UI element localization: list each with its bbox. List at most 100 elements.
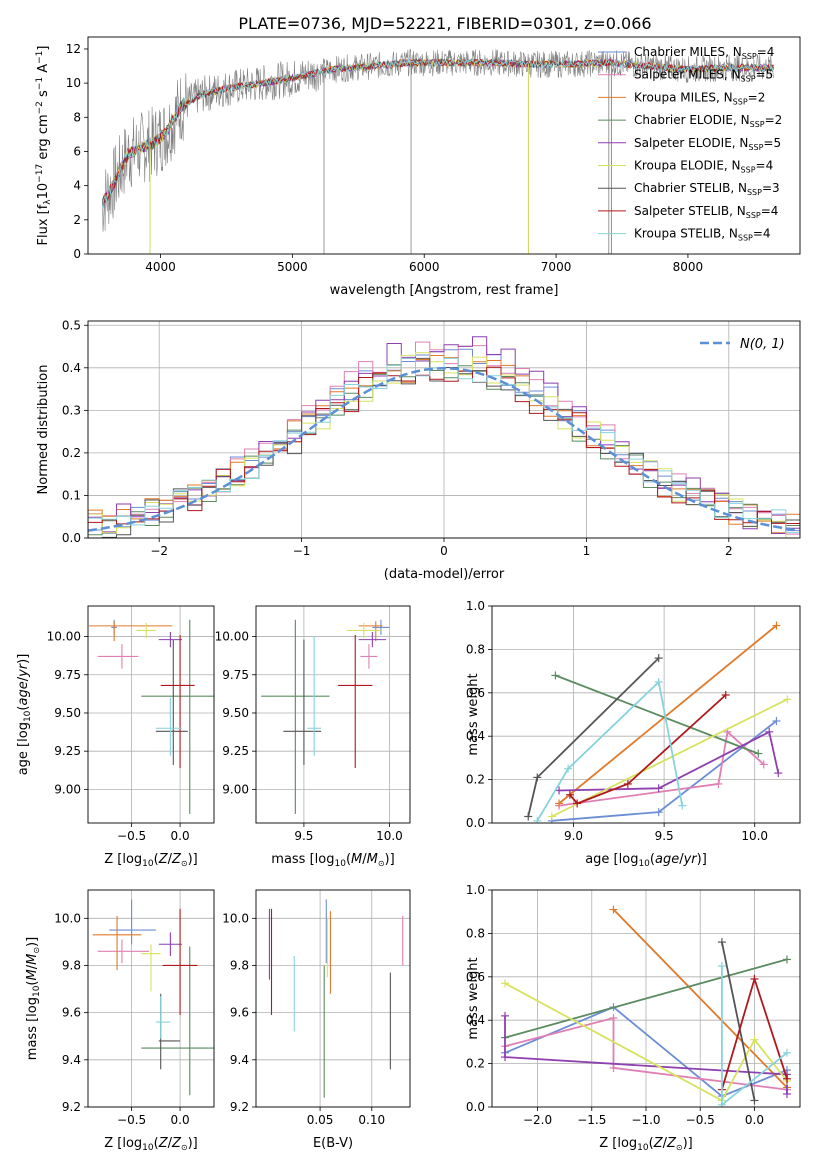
model-spectrum-kroupa_stelib <box>102 58 774 208</box>
residual-histogram-panel: −2 −1 0 1 2 0.0 0.1 0.2 0.3 0.4 0.5 (data-model)/er… <box>36 318 801 582</box>
weight-marker-chabrier_miles <box>772 717 781 726</box>
legend-val: =2 <box>765 113 783 127</box>
x-tick-label: 0.05 <box>307 1113 334 1127</box>
x-tick-label: 2 <box>725 544 733 558</box>
y-tick-label: 0.1 <box>62 488 81 502</box>
y-tick-label: 9.25 <box>54 744 81 758</box>
label-part: Z <box>653 1136 664 1151</box>
y-tick-label: 9.50 <box>222 706 249 720</box>
axes-frame <box>87 320 801 539</box>
x-tick-label: 10.0 <box>741 829 768 843</box>
y-tick-label: 10 <box>66 76 81 90</box>
y-tick-label: 0 <box>73 247 81 261</box>
weight-marker-salpeter_stelib <box>623 779 632 788</box>
weight-marker-salpeter_stelib <box>750 974 759 983</box>
y-tick-label: 0.4 <box>466 729 485 743</box>
spectrum-data-group <box>102 49 774 254</box>
label-part: Z <box>158 1136 169 1151</box>
x-tick-label: −0.5 <box>686 1113 715 1127</box>
legend-label-salpeter_miles: Salpeter MILES, NSSP=5 <box>634 68 773 84</box>
errorbar-salpeter_miles <box>360 644 378 669</box>
weight-marker-kroupa_stelib <box>678 801 687 810</box>
weight-marker-salpeter_elodie <box>782 1089 791 1098</box>
weight-marker-salpeter_elodie <box>501 1011 510 1020</box>
label-part: Z [log <box>104 852 142 867</box>
x-tick-label: −2 <box>150 544 168 558</box>
y-axis-label: mass [log10(M/M⊙)] <box>25 937 42 1060</box>
label-part: yr <box>683 852 699 867</box>
y-tick-label: 9.8 <box>62 958 81 972</box>
legend-sub: SSP <box>750 120 765 129</box>
label-part: Z [log <box>599 1136 637 1151</box>
y-tick-label: 9.25 <box>222 744 249 758</box>
errorbar-kroupa_elodie <box>136 622 156 639</box>
weight-lines-group <box>501 905 791 1107</box>
label-part: Z <box>666 1136 677 1151</box>
label-part: / <box>168 852 173 867</box>
y-tick-label: 9.75 <box>54 668 81 682</box>
legend-sub: SSP <box>748 143 763 152</box>
observed-spectrum-line <box>102 49 774 232</box>
legend-val: =2 <box>748 90 766 104</box>
weight-marker-kroupa_elodie <box>547 812 556 821</box>
y-tick-label: 0.8 <box>466 926 485 940</box>
errorbar-salpeter_stelib <box>338 635 373 768</box>
weight-line-kroupa_elodie <box>504 982 788 1102</box>
x-tick-label: 4000 <box>145 260 176 274</box>
x-axis-label: Z [log10(Z/Z⊙)] <box>104 852 198 869</box>
mass-vs-ebv-panel: 0.05 0.10 9.2 9.4 9.6 9.8 10.0 E(B-V) <box>222 889 411 1151</box>
y-tick-label: 9.2 <box>62 1100 81 1114</box>
legend-name: Kroupa STELIB, N <box>634 227 738 241</box>
x-tick-label: 6000 <box>409 260 440 274</box>
weight-marker-chabrier_stelib <box>533 773 542 782</box>
label-part: )] <box>385 852 395 867</box>
y-tick-label: 10.00 <box>47 630 81 644</box>
label-part: )] <box>697 852 707 867</box>
weight-line-kroupa_miles <box>558 624 777 805</box>
errorbar-kroupa_miles <box>358 621 383 642</box>
weight-marker-kroupa_stelib <box>564 764 573 773</box>
x-axis-label: (data-model)/error <box>384 567 505 582</box>
errorbar-kroupa_miles <box>92 915 142 971</box>
x-tick-label: 9.0 <box>564 829 583 843</box>
legend-name: Salpeter MILES, N <box>634 68 741 82</box>
x-axis-label: Z [log10(Z/Z⊙)] <box>599 1136 693 1153</box>
weight-marker-salpeter_elodie <box>555 786 564 795</box>
y-tick-label: 9.6 <box>62 1006 81 1020</box>
weight-marker-chabrier_stelib <box>717 938 726 947</box>
y-tick-label: 2 <box>73 213 81 227</box>
weight-marker-chabrier_stelib <box>654 654 663 663</box>
label-part: M <box>25 954 40 965</box>
errorbar-salpeter_elodie <box>358 631 387 648</box>
label-part: ( <box>650 852 655 867</box>
y-tick-label: 0.2 <box>466 773 485 787</box>
weight-marker-kroupa_miles <box>609 905 618 914</box>
errorbar-kroupa_miles <box>88 621 173 642</box>
x-tick-label: 0.10 <box>358 1113 385 1127</box>
legend-label-chabrier_miles: Chabrier MILES, NSSP=4 <box>634 45 774 61</box>
mass-vs-metallicity-panel: −0.5 0.09.29.49.69.810.0Z [log10(Z/Z⊙)]ma… <box>25 889 215 1153</box>
weight-lines-group <box>524 621 792 823</box>
label-part: −1 <box>35 51 45 64</box>
y-tick-label: 8 <box>73 110 81 124</box>
weight-marker-salpeter_elodie <box>654 784 663 793</box>
label-part: )] <box>188 1136 198 1151</box>
y-tick-label: 4 <box>73 179 81 193</box>
axes-frame <box>255 605 411 824</box>
weight-marker-salpeter_stelib <box>782 1074 791 1083</box>
legend-val: =4 <box>756 159 774 173</box>
y-axis-label: mass weight <box>466 957 481 1039</box>
errorbar-chabrier_miles <box>109 899 156 945</box>
errorbar-chabrier_stelib <box>158 993 181 1070</box>
weight-marker-salpeter_stelib <box>565 790 574 799</box>
label-part: / <box>679 852 684 867</box>
label-part: )] <box>683 1136 693 1151</box>
legend-val: =5 <box>763 136 781 150</box>
x-tick-label: 8000 <box>673 260 704 274</box>
y-tick-label: 0.0 <box>466 1100 485 1114</box>
legend-label-salpeter_elodie: Salpeter ELODIE, NSSP=5 <box>634 136 781 152</box>
weight-marker-chabrier_stelib <box>750 1096 759 1105</box>
errorbar-salpeter_stelib <box>162 908 198 1016</box>
x-tick-label: 1 <box>583 544 591 558</box>
weight-marker-salpeter_miles <box>759 760 768 769</box>
